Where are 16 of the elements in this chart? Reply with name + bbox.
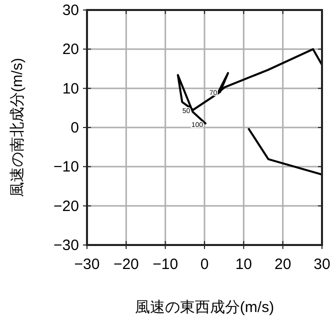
x-axis-title: 風速の東西成分(m/s) [134, 299, 274, 316]
y-tick-label: −10 [54, 158, 79, 176]
y-tick-label: 10 [62, 80, 79, 98]
x-tick-label: 0 [200, 256, 209, 273]
x-tick-label: −20 [113, 256, 139, 273]
x-tick-label: 30 [314, 256, 330, 273]
x-tick-label: −30 [74, 256, 100, 273]
x-tick-label: −10 [152, 256, 178, 273]
y-tick-label: 30 [62, 2, 79, 19]
y-axis-title: 風速の南北成分(m/s) [9, 58, 26, 198]
y-tick-label: −20 [54, 198, 79, 215]
y-tick-label: −30 [54, 237, 79, 254]
x-tick-label: 20 [274, 256, 292, 273]
x-tick-label: 10 [235, 256, 252, 273]
y-tick-label: 20 [62, 41, 79, 58]
y-tick-label: 0 [70, 120, 79, 136]
